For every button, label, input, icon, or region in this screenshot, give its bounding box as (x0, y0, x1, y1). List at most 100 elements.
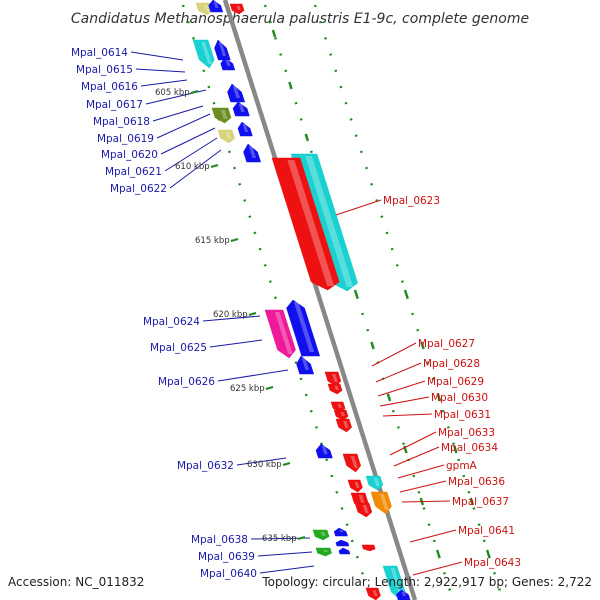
gene-mpal-0623-b[interactable] (271, 157, 340, 291)
gene-label-left[interactable]: Mpal_0624 (143, 316, 200, 328)
kbp-label: 630 kbp (247, 460, 282, 470)
gene-mpal-0638-b[interactable] (333, 527, 348, 537)
gene-top-2[interactable] (208, 0, 224, 13)
gene-mpal-0639-b[interactable] (335, 539, 350, 547)
kbp-tick (230, 237, 239, 243)
gene-label-left[interactable]: Mpal_0617 (86, 99, 143, 111)
gene-mpal-0614-shape (192, 39, 215, 69)
gene-bottom-blue-shade (401, 592, 406, 596)
gene-label-right[interactable]: Mpal_0631 (434, 409, 491, 421)
gene-mpal-0630[interactable] (333, 409, 349, 421)
gene-label-left[interactable]: Mpal_0625 (150, 342, 207, 354)
gene-mpal-0617[interactable] (227, 83, 246, 103)
gene-mpal-0643[interactable] (365, 587, 381, 600)
accession-text: Accession: NC_011832 (8, 575, 144, 589)
leader-right (377, 380, 426, 397)
gene-mpal-0641[interactable] (361, 544, 376, 552)
leader-right (389, 431, 437, 456)
leader-right (371, 342, 417, 367)
gene-mpal-0634-shape (347, 479, 363, 493)
gene-mpal-0631[interactable] (335, 418, 352, 433)
gene-mpal-0629-shade (337, 404, 342, 408)
gene-label-left[interactable]: Mpal_0622 (110, 183, 167, 195)
gene-label-left[interactable]: Mpal_0619 (97, 133, 154, 145)
gene-mpal-0628-shade (334, 386, 339, 390)
gene-labels: Mpal_0614 Mpal_0615 Mpal_0616 Mpal_0617 Mpal… (71, 47, 521, 580)
label-leader-lines (130, 51, 463, 576)
gene-label-right[interactable]: Mpal_0636 (448, 476, 505, 488)
gene-mpal-0618[interactable] (232, 101, 250, 117)
gene-mpal-0618-shape (232, 101, 250, 117)
kbp-label: 635 kbp (262, 534, 297, 544)
gene-label-right[interactable]: Mpal_0633 (438, 427, 495, 439)
track-dash (288, 81, 293, 90)
gene-top-3-shade (236, 6, 241, 10)
gene-mpal-0622-shade (248, 146, 256, 158)
gene-mpal-0615-shape (214, 39, 231, 61)
gene-label-right[interactable]: Mpal_0627 (418, 338, 475, 350)
gene-mpal-0638[interactable] (312, 529, 330, 541)
gene-label-left[interactable]: Mpal_0638 (191, 534, 248, 546)
leader-right (379, 396, 430, 407)
gene-gpma-shape (365, 475, 384, 491)
gene-mpal-0626[interactable] (296, 355, 315, 375)
gene-mpal-0624[interactable] (264, 309, 296, 359)
gene-label-right[interactable]: Mpal_0628 (423, 358, 480, 370)
gene-mpal-0637[interactable] (370, 491, 392, 515)
gene-mpal-0631-shade (343, 421, 349, 428)
gene-mpal-0616[interactable] (220, 57, 236, 71)
gene-label-left[interactable]: Mpal_0615 (76, 64, 133, 76)
gene-label-right[interactable]: Mpal_0629 (427, 376, 484, 388)
gene-mpal-0637-b[interactable] (354, 502, 373, 518)
gene-label-left[interactable]: Mpal_0639 (198, 551, 255, 563)
gene-mpal-0615[interactable] (214, 39, 231, 61)
gene-label-right[interactable]: Mpal_0637 (452, 496, 509, 508)
gene-gpma[interactable] (365, 475, 384, 491)
gene-label-right[interactable]: Mpal_0623 (383, 195, 440, 207)
gene-mpal-0622[interactable] (243, 143, 262, 163)
gene-mpal-0632[interactable] (315, 443, 333, 459)
gene-mpal-0625[interactable] (286, 299, 321, 357)
track-dash (304, 133, 310, 142)
kbp-tick (282, 461, 291, 467)
gene-label-right[interactable]: Mpal_0641 (458, 525, 515, 537)
leader-left (257, 551, 313, 557)
gene-bottom-blue-shape (396, 589, 411, 600)
gene-label-right[interactable]: Mpal_0634 (441, 442, 498, 454)
gene-top-1-shade (203, 5, 210, 11)
gene-label-right[interactable]: Mpal_0643 (464, 557, 521, 569)
leader-left (140, 79, 188, 87)
gene-mpal-0620[interactable] (237, 121, 253, 137)
gene-mpal-0643-shape (365, 587, 381, 600)
leader-left (217, 369, 289, 382)
gene-mpal-0621[interactable] (217, 129, 235, 144)
gene-label-right[interactable]: Mpal_0630 (431, 392, 488, 404)
gene-label-left[interactable]: Mpal_0616 (81, 81, 138, 93)
gene-mpal-0633[interactable] (342, 453, 361, 473)
gene-mpal-0619[interactable] (211, 107, 232, 124)
gene-label-left[interactable]: Mpal_0632 (177, 460, 234, 472)
gene-mpal-0628[interactable] (327, 383, 343, 395)
gene-mpal-0614[interactable] (192, 39, 215, 69)
gene-top-1[interactable] (195, 2, 213, 16)
leader-left (259, 565, 315, 574)
gene-label-right[interactable]: gpmA (446, 460, 478, 472)
gene-label-left[interactable]: Mpal_0618 (93, 116, 150, 128)
gene-label-left[interactable]: Mpal_0621 (105, 166, 162, 178)
gene-label-left[interactable]: Mpal_0640 (200, 568, 257, 580)
gene-top-3[interactable] (229, 3, 245, 15)
gene-mpal-0621-shape (217, 129, 235, 144)
gene-mpal-0633-shade (350, 456, 358, 468)
gene-label-left[interactable]: Mpal_0620 (101, 149, 158, 161)
gene-bottom-blue[interactable] (396, 589, 411, 600)
dotted-track-1 (181, 4, 373, 600)
gene-mpal-0640[interactable] (338, 547, 351, 555)
gene-mpal-0637-b-shape (354, 502, 373, 518)
gene-mpal-0627[interactable] (324, 371, 342, 387)
gene-mpal-0638-b-shade (339, 530, 344, 532)
gene-label-left[interactable]: Mpal_0614 (71, 47, 128, 59)
gene-mpal-0639[interactable] (315, 547, 332, 557)
gene-label-left[interactable]: Mpal_0626 (158, 376, 215, 388)
kbp-tick (248, 311, 257, 317)
gene-mpal-0634[interactable] (347, 479, 363, 493)
